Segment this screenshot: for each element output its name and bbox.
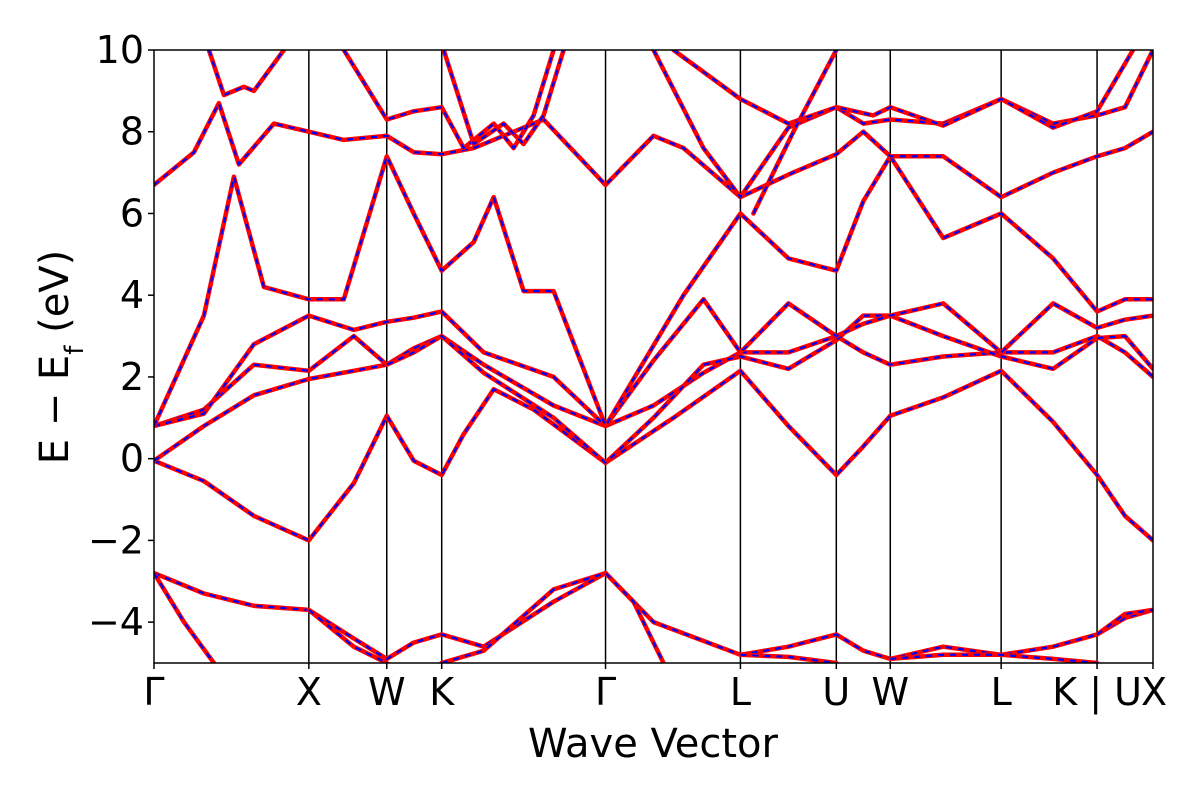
x-tick-label: W <box>871 670 909 714</box>
band-line-blue-dashed <box>672 50 1134 129</box>
x-tick-label: Γ <box>595 670 616 714</box>
band-line-red <box>441 50 566 147</box>
band-line-blue-dashed <box>154 369 1153 542</box>
x-tick-label: X <box>1141 670 1167 714</box>
band-line-red <box>888 652 1100 663</box>
y-tick-label: 8 <box>120 110 144 154</box>
band-line-blue-dashed <box>890 653 1098 663</box>
y-axis: 10 8 6 4 2 0 −2 −4 <box>88 28 154 644</box>
y-tick-label: 2 <box>120 355 144 399</box>
plot-frame <box>153 49 1154 664</box>
band-line-red <box>154 313 1153 466</box>
band-lines <box>154 50 1153 663</box>
x-tick-label: K | U <box>1052 670 1142 715</box>
x-tick-label: W <box>368 670 406 714</box>
y-tick-label: 0 <box>120 437 144 481</box>
y-axis-label: E − Ef (eV) <box>32 250 90 465</box>
y-tick-label: 6 <box>120 191 144 235</box>
y-tick-label: −2 <box>88 518 144 562</box>
band-line-red <box>206 50 287 98</box>
band-line-blue-dashed <box>441 572 665 663</box>
band-line-blue-dashed <box>442 50 565 146</box>
band-line-blue-dashed <box>154 155 1153 428</box>
band-line-blue-dashed <box>154 298 1153 428</box>
x-tick-label: X <box>296 670 322 714</box>
x-tick-label: L <box>991 670 1012 714</box>
band-line-blue-dashed <box>1096 608 1153 636</box>
y-tick-label: −4 <box>88 600 144 644</box>
band-line-red <box>306 607 390 663</box>
band-line-blue-dashed <box>652 50 1153 199</box>
high-symmetry-lines <box>308 50 1098 663</box>
band-line-blue-dashed <box>740 653 837 663</box>
x-tick-label: L <box>730 670 751 714</box>
x-axis-label: Wave Vector <box>528 721 779 767</box>
band-line-blue-dashed <box>154 335 1153 462</box>
x-tick-label: U <box>822 670 850 714</box>
band-line-red <box>751 50 839 216</box>
band-line-red <box>671 50 1136 130</box>
band-line-blue-dashed <box>154 102 1153 199</box>
y-tick-label: 10 <box>96 28 144 72</box>
band-line-blue-dashed <box>154 572 1153 660</box>
band-line-red <box>439 570 666 663</box>
y-tick-label: 4 <box>120 273 144 317</box>
x-tick-label: Γ <box>143 670 164 714</box>
band-line-red <box>154 570 217 663</box>
band-line-blue-dashed <box>154 314 1153 464</box>
band-line-red <box>154 100 1153 200</box>
band-line-red <box>154 368 1153 543</box>
band-line-blue-dashed <box>207 50 285 97</box>
band-line-blue-dashed <box>342 50 555 150</box>
x-tick-label: K <box>429 670 455 714</box>
